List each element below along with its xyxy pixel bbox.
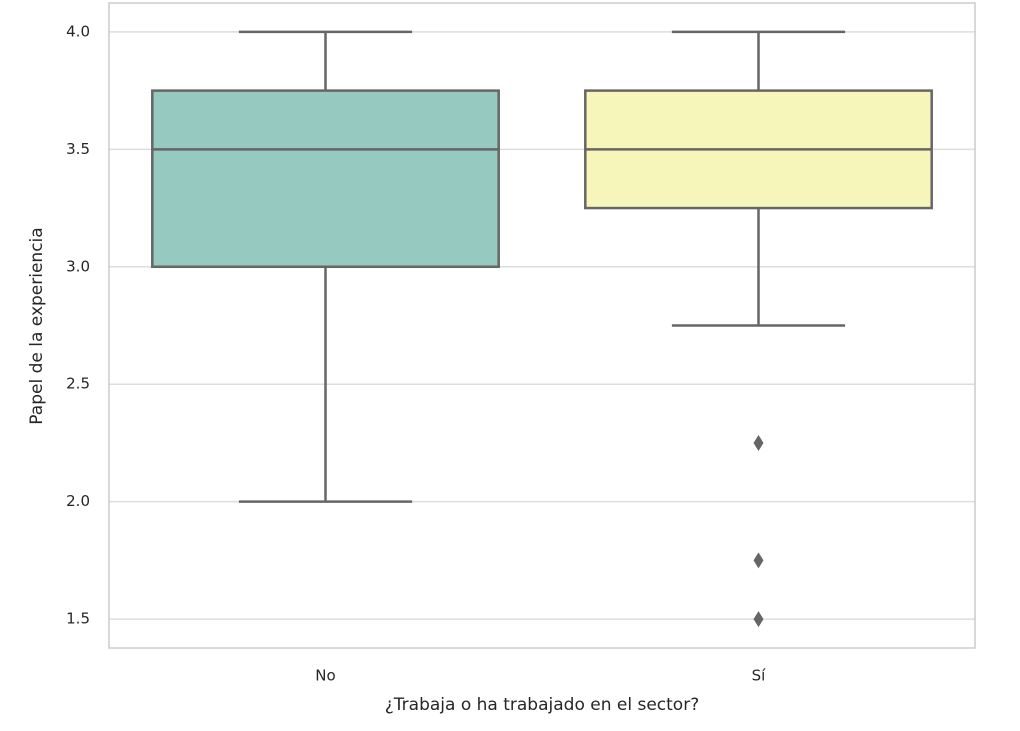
- outlier: [753, 552, 764, 569]
- y-tick-label: 2.5: [66, 375, 90, 393]
- plot-frame: [108, 2, 976, 649]
- marks: [151, 30, 933, 628]
- y-tick-label: 2.0: [66, 492, 90, 510]
- x-axis-label: ¿Trabaja o ha trabajado en el sector?: [385, 695, 699, 715]
- x-tick-label: Sí: [752, 667, 767, 685]
- box: [151, 89, 500, 269]
- y-tick-label: 1.5: [66, 610, 90, 628]
- y-tick-label: 4.0: [66, 22, 90, 40]
- y-tick-label: 3.5: [66, 140, 90, 158]
- x-tick-label: No: [315, 667, 335, 685]
- y-axis-label: Papel de la experiencia: [27, 227, 47, 424]
- outlier: [753, 434, 764, 451]
- outlier: [753, 611, 764, 628]
- y-tick-label: 3.0: [66, 257, 90, 275]
